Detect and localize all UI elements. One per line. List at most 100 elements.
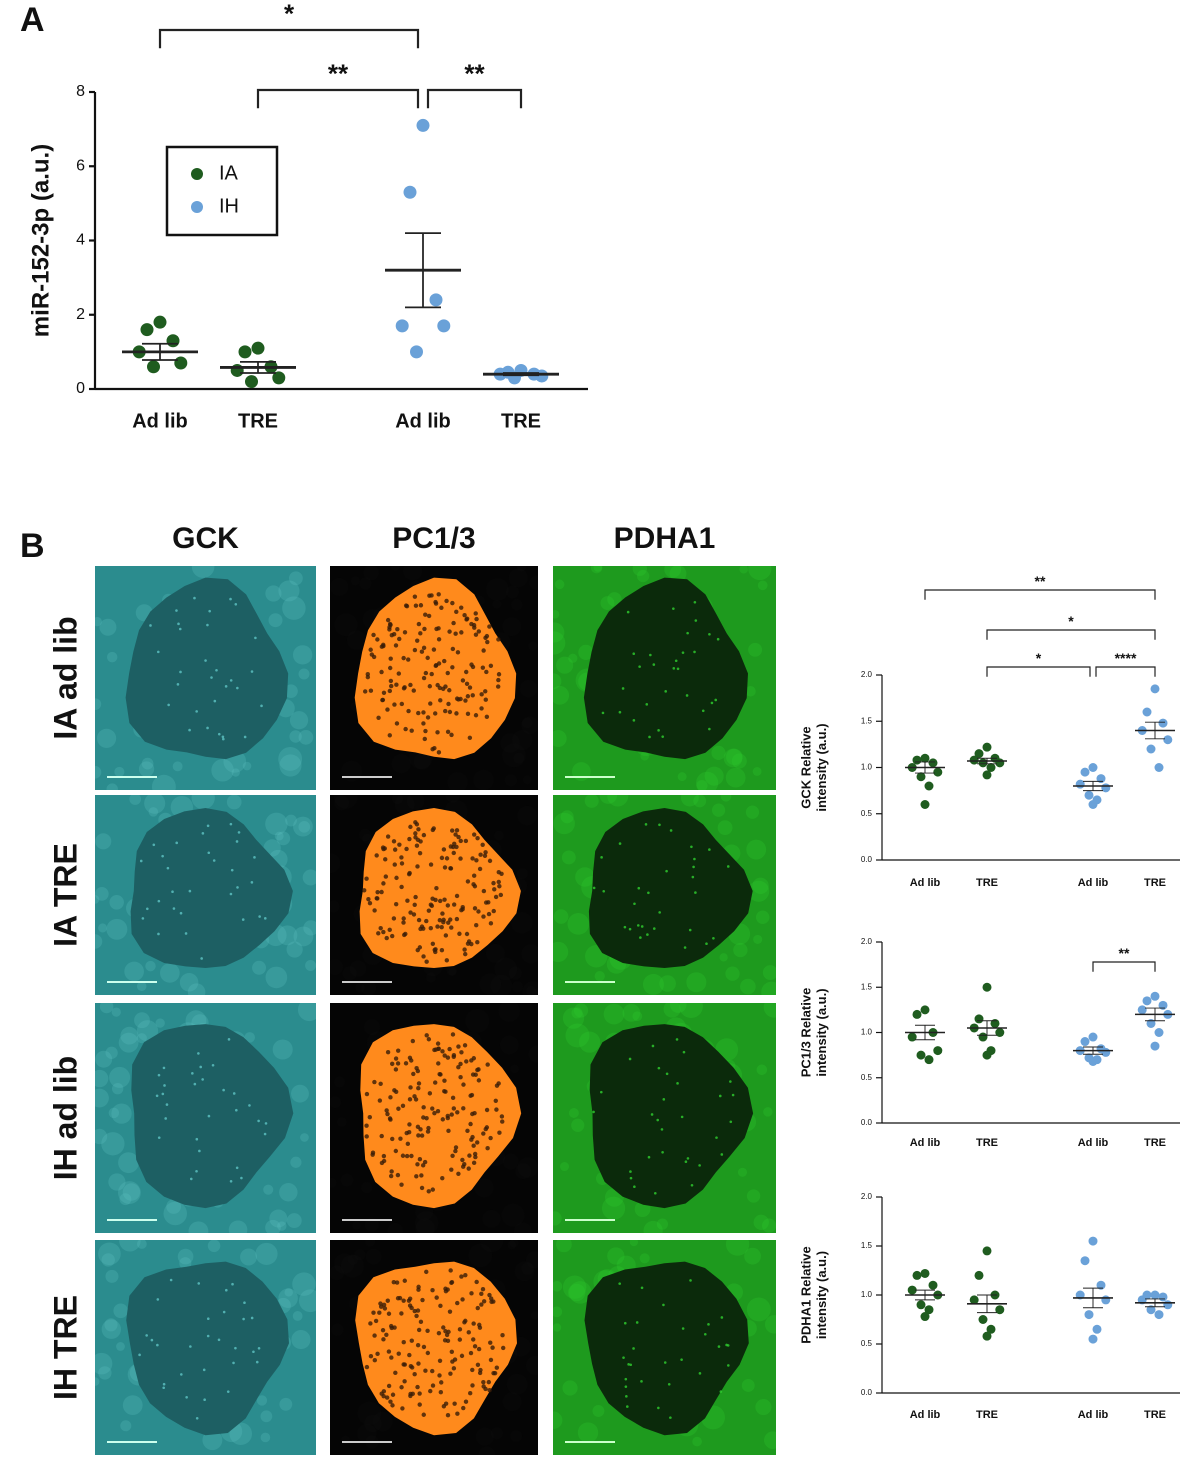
cell-dot (441, 1404, 447, 1409)
cell-dot (207, 851, 211, 855)
cell-dot (379, 669, 384, 675)
cell-dot (651, 1044, 655, 1048)
cell-dot (254, 636, 257, 640)
x-tick-label: Ad lib (1078, 1137, 1109, 1149)
cell-dot (448, 1371, 453, 1376)
texture (191, 795, 215, 810)
cell-dot (442, 1078, 447, 1083)
cell-dot (390, 1392, 396, 1397)
texture (473, 769, 494, 790)
cell-dot (449, 1279, 455, 1285)
texture (556, 656, 574, 674)
data-point (238, 345, 252, 359)
cell-dot (149, 624, 152, 627)
texture (562, 1007, 585, 1029)
cell-dot (417, 1402, 422, 1407)
cell-dot (430, 1187, 435, 1192)
texture (696, 771, 719, 790)
texture (530, 1311, 538, 1320)
texture (231, 768, 240, 777)
texture (279, 1183, 298, 1202)
texture (95, 1377, 100, 1386)
texture (748, 642, 763, 657)
y-tick-label: 2 (76, 306, 85, 323)
texture (330, 853, 341, 874)
islet (360, 1024, 522, 1209)
cell-dot (468, 1350, 474, 1356)
cell-dot (375, 889, 380, 895)
cell-dot (714, 698, 718, 702)
cell-dot (698, 1372, 702, 1375)
scale-bar (565, 981, 615, 983)
texture (553, 1323, 562, 1332)
texture (704, 766, 724, 786)
cell-dot (712, 937, 715, 940)
texture (486, 578, 509, 601)
texture (739, 566, 749, 574)
cell-dot (442, 658, 447, 664)
cell-dot (418, 603, 424, 608)
cell-dot (461, 1106, 466, 1111)
texture (105, 1269, 119, 1283)
texture (179, 973, 199, 992)
data-point (1142, 707, 1152, 717)
cell-dot (410, 1038, 416, 1044)
cell-dot (401, 916, 406, 921)
cell-dot (403, 1061, 409, 1066)
texture (106, 651, 118, 663)
texture (494, 830, 504, 841)
texture (95, 698, 102, 711)
cell-dot (385, 1111, 390, 1117)
cell-dot (206, 824, 210, 828)
cell-dot (441, 847, 447, 852)
texture (468, 1243, 493, 1268)
texture (99, 618, 117, 636)
micrograph (553, 1240, 776, 1455)
cell-dot (150, 1338, 154, 1342)
cell-dot (164, 1117, 167, 1120)
cell-dot (455, 1411, 460, 1416)
data-point (147, 360, 160, 374)
scale-bar (342, 981, 392, 983)
data-point (916, 772, 926, 782)
texture (502, 1392, 522, 1412)
cell-dot (374, 896, 379, 901)
cell-dot (389, 1355, 394, 1360)
data-point (272, 371, 286, 385)
cell-dot (408, 682, 413, 688)
cell-dot (463, 1318, 468, 1324)
texture (272, 1039, 293, 1060)
texture (265, 812, 288, 836)
cell-dot (385, 707, 390, 712)
cell-dot (481, 1299, 487, 1304)
cell-dot (380, 1327, 386, 1333)
cell-dot (197, 1052, 200, 1055)
micrograph (330, 566, 538, 790)
cell-dot (430, 1383, 436, 1388)
cell-dot (409, 1153, 414, 1159)
cell-dot (448, 1268, 453, 1273)
texture (562, 1275, 587, 1299)
data-point (410, 345, 423, 359)
cell-dot (473, 611, 478, 616)
cell-dot (496, 879, 501, 885)
cell-dot (647, 891, 650, 895)
texture (553, 909, 569, 924)
cell-dot (235, 840, 239, 843)
cell-dot (435, 1041, 441, 1046)
cell-dot (379, 1133, 384, 1139)
cell-dot (455, 650, 461, 655)
cell-dot (470, 1383, 475, 1388)
cell-dot (478, 852, 483, 857)
cell-dot (404, 846, 409, 852)
cell-dot (460, 905, 465, 910)
cell-dot (420, 1297, 425, 1303)
texture (622, 1003, 641, 1022)
cell-dot (618, 710, 622, 714)
cell-dot (384, 1108, 389, 1113)
texture (286, 941, 303, 958)
cell-dot (450, 828, 455, 833)
cell-dot (426, 1125, 431, 1131)
cell-dot (377, 1310, 382, 1315)
cell-dot (419, 1185, 425, 1191)
